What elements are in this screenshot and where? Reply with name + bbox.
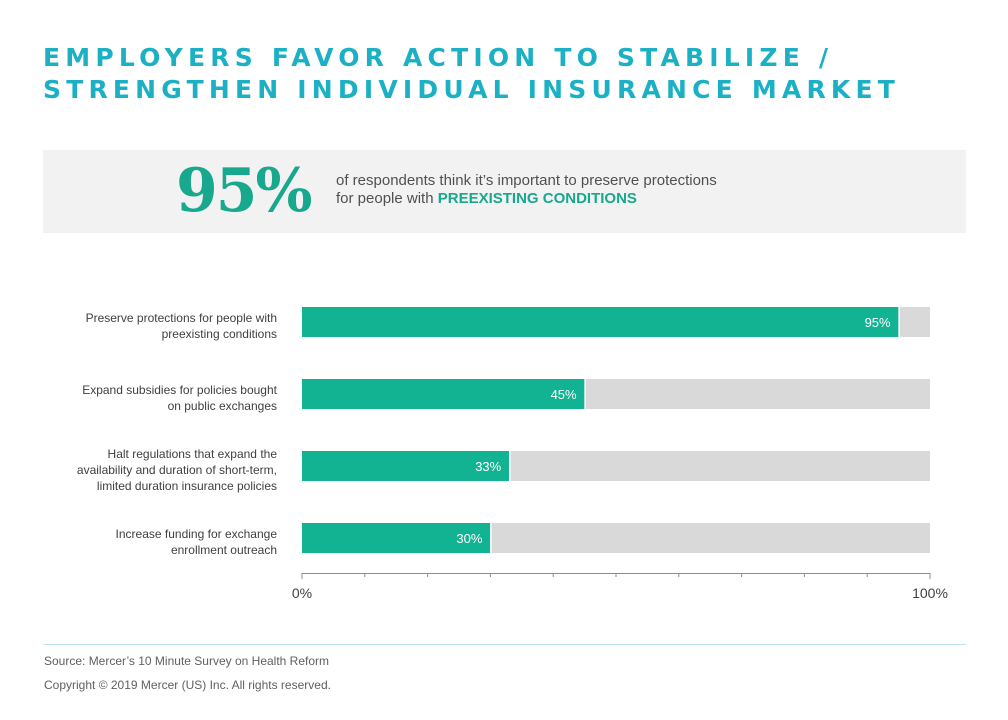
category-label: availability and duration of short-term, xyxy=(77,463,277,477)
bar-value-label: 33% xyxy=(475,459,501,474)
callout-highlight: PREEXISTING CONDITIONS xyxy=(437,190,637,207)
callout-line-2-prefix: for people with xyxy=(336,190,438,207)
category-label: Halt regulations that expand the xyxy=(108,447,278,461)
bar-value-label: 45% xyxy=(551,387,577,402)
callout-stat: 95% xyxy=(176,156,313,226)
callout-text: of respondents think it’s important to p… xyxy=(336,172,856,208)
category-label: on public exchanges xyxy=(168,399,277,413)
bar xyxy=(302,451,510,481)
category-label: limited duration insurance policies xyxy=(97,479,277,493)
bar xyxy=(302,379,585,409)
category-label: Preserve protections for people with xyxy=(86,311,277,325)
bar xyxy=(302,523,491,553)
copyright-note: Copyright © 2019 Mercer (US) Inc. All ri… xyxy=(44,678,331,692)
callout-box: 95% of respondents think it’s important … xyxy=(43,150,966,233)
category-label: preexisting conditions xyxy=(162,327,277,341)
footer-divider xyxy=(43,644,966,645)
category-label: enrollment outreach xyxy=(171,543,277,557)
category-label: Expand subsidies for policies bought xyxy=(82,383,277,397)
x-tick-label: 0% xyxy=(292,585,312,601)
title-line-1: EMPLOYERS FAVOR ACTION TO STABILIZE / xyxy=(43,43,834,72)
page-title: EMPLOYERS FAVOR ACTION TO STABILIZE / ST… xyxy=(43,42,973,106)
category-label: Increase funding for exchange xyxy=(116,527,278,541)
bar xyxy=(302,307,899,337)
bar-value-label: 95% xyxy=(865,315,891,330)
source-note: Source: Mercer’s 10 Minute Survey on Hea… xyxy=(44,654,330,668)
callout-line-1: of respondents think it’s important to p… xyxy=(336,172,717,189)
bar-value-label: 30% xyxy=(456,531,482,546)
title-line-2: STRENGTHEN INDIVIDUAL INSURANCE MARKET xyxy=(43,75,901,104)
callout-line-2: for people with PREEXISTING CONDITIONS xyxy=(336,190,856,208)
x-tick-label: 100% xyxy=(912,585,948,601)
